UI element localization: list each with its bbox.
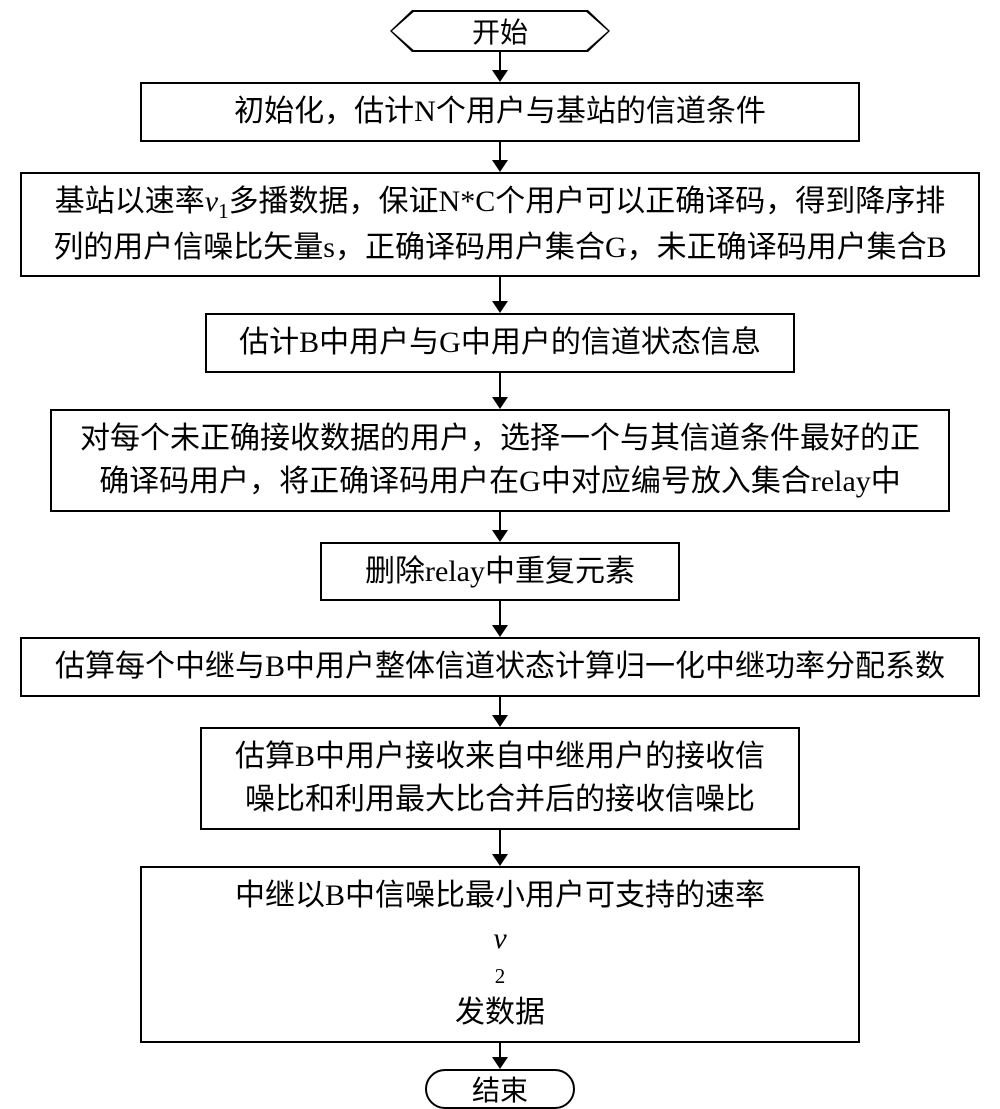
process-box-step8: 中继以B中信噪比最小用户可支持的速率v2发数据 bbox=[140, 866, 860, 1043]
process-box-step3: 估计B中用户与G中用户的信道状态信息 bbox=[205, 313, 795, 373]
flow-arrow bbox=[0, 142, 1000, 172]
start-terminator: 开始 bbox=[390, 10, 610, 52]
process-box-step4: 对每个未正确接收数据的用户，选择一个与其信道条件最好的正确译码用户，将正确译码用… bbox=[50, 409, 950, 512]
end-label: 结束 bbox=[472, 1069, 528, 1109]
flow-arrow bbox=[0, 277, 1000, 313]
process-box-step1: 初始化，估计N个用户与基站的信道条件 bbox=[140, 82, 860, 142]
end-terminator: 结束 bbox=[425, 1069, 575, 1109]
process-box-step7: 估算B中用户接收来自中继用户的接收信噪比和利用最大比合并后的接收信噪比 bbox=[200, 727, 800, 830]
flow-arrow bbox=[0, 373, 1000, 409]
process-text-line: 列的用户信噪比矢量s，正确译码用户集合G，未正确译码用户集合B bbox=[53, 226, 946, 270]
process-text-line: 估算B中用户接收来自中继用户的接收信 bbox=[235, 735, 765, 779]
process-box-step2: 基站以速率v1多播数据，保证N*C个用户可以正确译码，得到降序排列的用户信噪比矢… bbox=[20, 172, 980, 278]
process-box-step6: 估算每个中继与B中用户整体信道状态计算归一化中继功率分配系数 bbox=[20, 637, 980, 697]
process-text-line: 对每个未正确接收数据的用户，选择一个与其信道条件最好的正 bbox=[80, 417, 920, 461]
flow-arrow bbox=[0, 52, 1000, 82]
flow-arrow bbox=[0, 1043, 1000, 1069]
process-text-line: 基站以速率v1多播数据，保证N*C个用户可以正确译码，得到降序排 bbox=[55, 180, 946, 226]
process-box-step5: 删除relay中重复元素 bbox=[320, 542, 680, 602]
process-text-line: 确译码用户，将正确译码用户在G中对应编号放入集合relay中 bbox=[99, 460, 901, 504]
flow-arrow bbox=[0, 512, 1000, 542]
flow-arrow bbox=[0, 601, 1000, 637]
flowchart-container: 开始初始化，估计N个用户与基站的信道条件基站以速率v1多播数据，保证N*C个用户… bbox=[0, 0, 1000, 935]
process-text-line: 噪比和利用最大比合并后的接收信噪比 bbox=[245, 778, 755, 822]
flow-arrow bbox=[0, 697, 1000, 727]
start-label: 开始 bbox=[392, 12, 608, 50]
flow-arrow bbox=[0, 830, 1000, 866]
